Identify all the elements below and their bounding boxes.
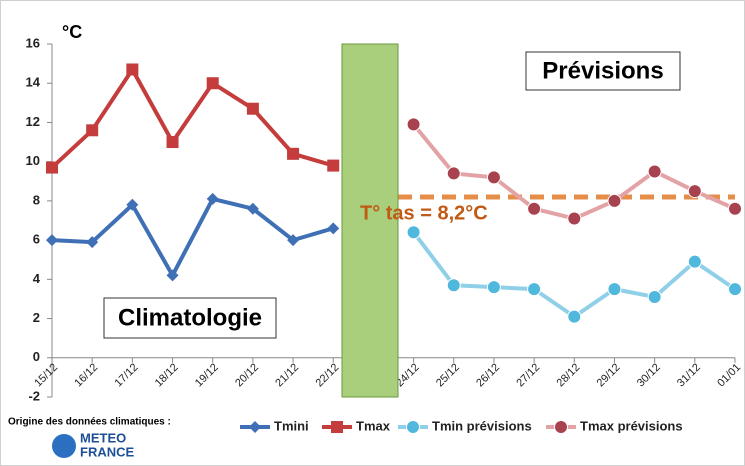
marker (607, 193, 622, 208)
series-line (51, 196, 334, 278)
y-tick-label: -2 (28, 388, 40, 403)
annotation-box (103, 297, 277, 339)
series-line (50, 67, 334, 170)
y-tick-label: 16 (26, 35, 40, 50)
marker (687, 184, 702, 199)
y-tick-label: 0 (33, 349, 40, 364)
marker (647, 289, 662, 304)
marker (331, 421, 343, 433)
marker (647, 164, 662, 179)
marker (166, 269, 179, 282)
marker (126, 198, 139, 211)
marker (486, 170, 501, 185)
y-tick-label: 12 (26, 114, 40, 129)
y-tick-label: 2 (33, 310, 40, 325)
y-tick-label: 10 (26, 153, 40, 168)
marker (527, 282, 542, 297)
marker (687, 254, 702, 269)
marker (607, 282, 622, 297)
marker (206, 192, 219, 205)
separator-bar (341, 43, 399, 398)
marker (249, 421, 261, 433)
marker (46, 161, 58, 174)
legend-label: Tmini (274, 418, 309, 433)
marker (206, 77, 219, 90)
logo-text: FRANCE (80, 444, 134, 459)
marker (446, 278, 461, 293)
y-tick-label: 6 (33, 232, 40, 247)
marker (246, 102, 259, 115)
legend-label: Tmax prévisions (580, 418, 683, 433)
annotation-box (525, 51, 681, 91)
y-tick-label: 4 (33, 271, 41, 286)
legend-label: Tmax (356, 418, 391, 433)
y-unit: °C (62, 22, 82, 42)
marker (567, 309, 582, 324)
marker (287, 234, 300, 247)
marker (406, 420, 420, 434)
y-tick-label: 8 (33, 192, 40, 207)
y-tick-label: 14 (26, 75, 41, 90)
marker (86, 236, 99, 249)
marker (527, 201, 542, 216)
legend-label: Tmin prévisions (432, 418, 532, 433)
marker (86, 124, 99, 137)
marker (406, 117, 421, 132)
reference-label: T° tas = 8,2°C (360, 202, 488, 224)
marker (728, 282, 742, 297)
logo-text: METEO (80, 430, 126, 445)
marker (728, 201, 742, 216)
annotation: Prévisions (542, 57, 663, 84)
marker (446, 166, 461, 181)
marker (406, 225, 421, 240)
marker (166, 136, 179, 149)
logo-icon (52, 434, 76, 458)
marker (287, 147, 300, 160)
marker (486, 280, 501, 295)
marker (554, 420, 568, 434)
marker (327, 159, 340, 172)
marker (567, 211, 582, 226)
source: Origine des données climatiques : (8, 417, 171, 428)
marker (46, 234, 58, 247)
marker (246, 202, 259, 215)
marker (126, 63, 139, 76)
annotation: Climatologie (118, 304, 262, 331)
marker (327, 222, 340, 235)
